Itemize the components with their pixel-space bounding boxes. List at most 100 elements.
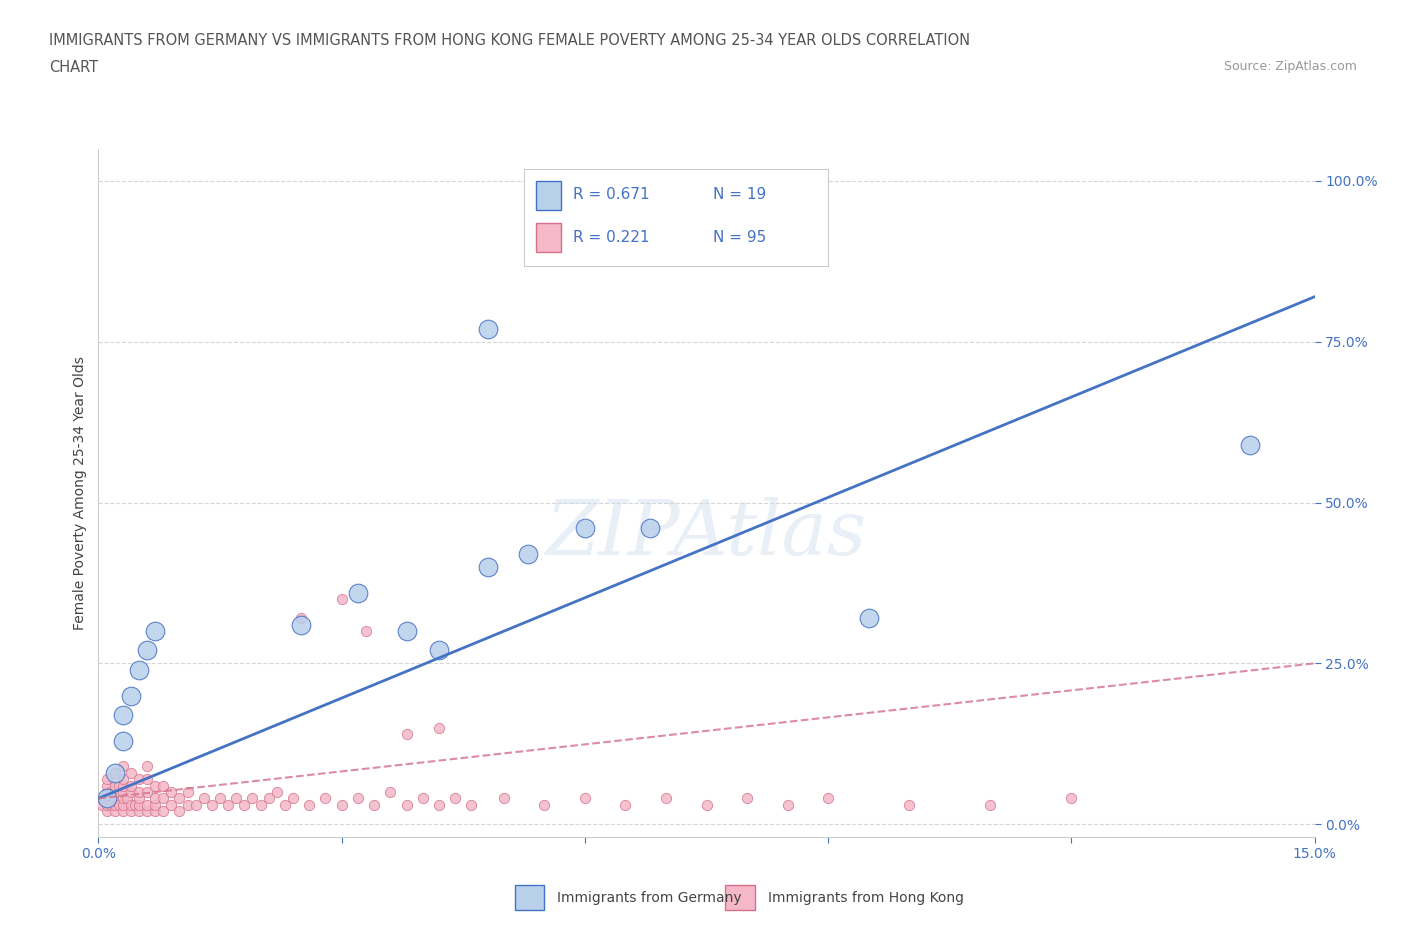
Text: IMMIGRANTS FROM GERMANY VS IMMIGRANTS FROM HONG KONG FEMALE POVERTY AMONG 25-34 : IMMIGRANTS FROM GERMANY VS IMMIGRANTS FR… [49, 33, 970, 47]
Point [104, 791, 127, 806]
Point [100, 785, 122, 800]
Point [298, 797, 321, 812]
Point [111, 778, 134, 793]
Point [107, 778, 129, 793]
Point [111, 772, 134, 787]
Point [111, 759, 134, 774]
Point [274, 797, 297, 812]
Point [477, 560, 499, 575]
Point [979, 797, 1001, 812]
Point [120, 804, 142, 818]
Point [96, 785, 118, 800]
Text: ZIPAtlas: ZIPAtlas [546, 498, 868, 571]
Text: CHART: CHART [49, 60, 98, 75]
Point [184, 797, 207, 812]
Point [427, 720, 450, 735]
Point [330, 797, 353, 812]
Point [96, 797, 118, 812]
Point [193, 791, 215, 806]
Point [120, 688, 142, 703]
Point [104, 797, 127, 812]
Point [136, 797, 159, 812]
Point [858, 611, 880, 626]
Point [574, 791, 596, 806]
Text: Immigrants from Hong Kong: Immigrants from Hong Kong [768, 891, 963, 905]
Point [249, 797, 271, 812]
Point [395, 726, 418, 741]
Point [427, 797, 450, 812]
Point [136, 643, 159, 658]
Point [314, 791, 336, 806]
Point [107, 797, 129, 812]
Point [347, 791, 370, 806]
Point [104, 804, 127, 818]
Point [100, 797, 122, 812]
Point [136, 772, 159, 787]
Point [638, 521, 661, 536]
Point [143, 797, 166, 812]
Point [176, 797, 198, 812]
Point [91, 797, 114, 812]
Point [517, 547, 540, 562]
Point [128, 785, 150, 800]
Point [120, 797, 142, 812]
Point [128, 797, 150, 812]
Text: N = 95: N = 95 [713, 230, 766, 245]
Point [111, 733, 134, 748]
Point [209, 791, 232, 806]
Point [169, 791, 191, 806]
Point [290, 611, 312, 626]
Point [242, 791, 264, 806]
Point [696, 797, 718, 812]
Point [380, 785, 402, 800]
Point [124, 797, 146, 812]
Point [427, 643, 450, 658]
Text: Source: ZipAtlas.com: Source: ZipAtlas.com [1223, 60, 1357, 73]
Point [354, 624, 377, 639]
Point [152, 791, 174, 806]
Point [217, 797, 239, 812]
Point [104, 778, 127, 793]
Bar [515, 885, 544, 910]
Point [444, 791, 467, 806]
Point [735, 791, 758, 806]
Point [776, 797, 799, 812]
Point [330, 591, 353, 606]
Point [176, 785, 198, 800]
Point [96, 772, 118, 787]
Point [96, 804, 118, 818]
Point [143, 778, 166, 793]
Point [347, 585, 370, 600]
Point [104, 765, 127, 780]
Point [136, 785, 159, 800]
Point [143, 804, 166, 818]
Point [111, 804, 134, 818]
Point [257, 791, 280, 806]
Point [111, 708, 134, 723]
Point [533, 797, 555, 812]
Point [143, 791, 166, 806]
Point [96, 791, 118, 806]
Text: Immigrants from Germany: Immigrants from Germany [557, 891, 741, 905]
Point [111, 785, 134, 800]
Y-axis label: Female Poverty Among 25-34 Year Olds: Female Poverty Among 25-34 Year Olds [73, 356, 87, 630]
Point [614, 797, 637, 812]
Point [290, 618, 312, 632]
Point [152, 778, 174, 793]
Point [160, 797, 183, 812]
Point [395, 624, 418, 639]
Point [120, 785, 142, 800]
Point [111, 797, 134, 812]
Point [412, 791, 434, 806]
Bar [536, 181, 561, 210]
Point [128, 662, 150, 677]
Bar [725, 885, 755, 910]
Point [201, 797, 224, 812]
Point [655, 791, 678, 806]
Point [395, 797, 418, 812]
Point [281, 791, 304, 806]
Point [115, 791, 138, 806]
Point [128, 772, 150, 787]
Text: R = 0.221: R = 0.221 [572, 230, 650, 245]
Point [266, 785, 288, 800]
